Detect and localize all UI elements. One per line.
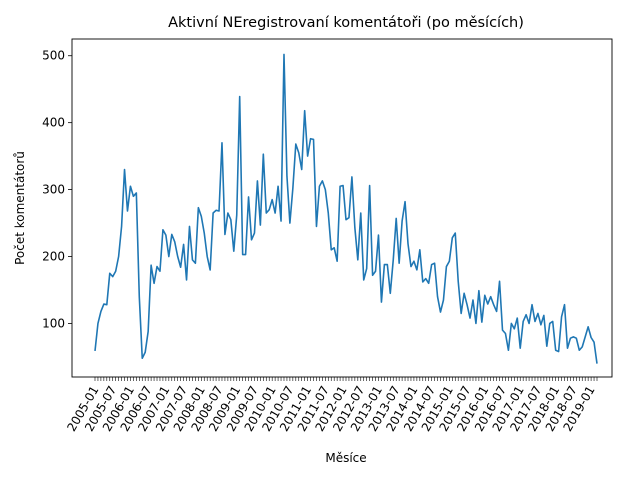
y-tick-label: 500 (42, 49, 65, 63)
plot-line-group (94, 53, 598, 364)
chart-title: Aktivní NEregistrovaní komentátoři (po m… (168, 15, 524, 31)
y-axis: 100 200 300 400 500 (42, 49, 72, 330)
y-tick-label: 300 (42, 183, 65, 197)
x-axis: 2005-012005-072006-012006-072007-012007-… (64, 377, 598, 434)
plot-frame (71, 38, 613, 378)
series-line (94, 53, 598, 364)
y-tick-label: 400 (42, 116, 65, 130)
y-tick-label: 100 (42, 316, 65, 330)
y-axis-label: Počet komentátorů (13, 151, 27, 265)
y-tick-label: 200 (42, 250, 65, 264)
x-axis-label: Měsíce (325, 451, 366, 465)
